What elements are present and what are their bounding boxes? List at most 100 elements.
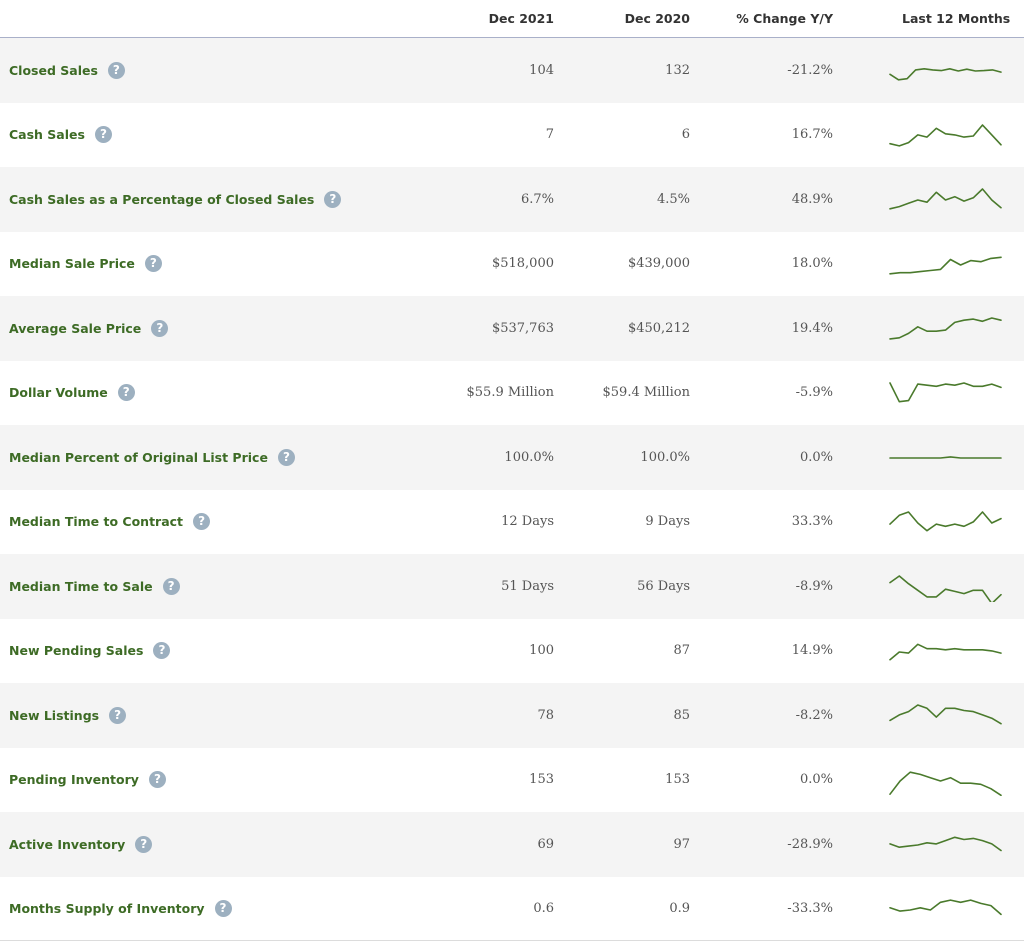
- sparkline-line: [889, 68, 1002, 81]
- metric-name: Cash Sales: [9, 127, 85, 143]
- metric-label: Pending Inventory?: [9, 748, 166, 813]
- metric-name: Pending Inventory: [9, 772, 139, 788]
- sparkline-line: [889, 510, 1002, 532]
- sparkline-line: [889, 256, 1002, 275]
- metric-name: Median Percent of Original List Price: [9, 449, 268, 465]
- metric-label: Median Time to Sale?: [9, 554, 180, 619]
- metric-name: New Listings: [9, 707, 100, 723]
- metric-name: New Pending Sales: [9, 643, 144, 659]
- metric-name: Active Inventory: [9, 836, 126, 852]
- sparkline-line: [889, 770, 1002, 796]
- percent-change-value: -28.9%: [787, 836, 833, 852]
- metric-label: Median Sale Price?: [9, 232, 162, 297]
- metric-label: Median Percent of Original List Price?: [9, 425, 295, 490]
- percent-change-value: 33.3%: [791, 514, 833, 530]
- help-icon[interactable]: ?: [135, 835, 153, 853]
- table-bottom-divider: [0, 940, 1024, 941]
- help-icon[interactable]: ?: [277, 448, 295, 466]
- sparkline-line: [889, 123, 1002, 147]
- metric-name: Median Time to Sale: [9, 578, 153, 594]
- table-row: Months Supply of Inventory? 0.6 0.9 -33.3%: [0, 876, 1024, 942]
- metric-name: Median Time to Contract: [9, 514, 184, 530]
- sparkline-line: [889, 898, 1002, 915]
- help-icon[interactable]: ?: [151, 319, 169, 337]
- header-percent-change: % Change Y/Y: [736, 11, 833, 26]
- prior-value: 6: [681, 127, 690, 143]
- sparkline-line: [889, 381, 1002, 403]
- prior-value: 56 Days: [637, 578, 690, 594]
- current-value: 100.0%: [504, 449, 554, 465]
- metric-name: Average Sale Price: [9, 320, 142, 336]
- current-value: $55.9 Million: [466, 385, 555, 401]
- current-value: 0.6: [533, 901, 554, 917]
- prior-value: $450,212: [627, 320, 690, 336]
- sparkline-chart: [889, 456, 1002, 459]
- prior-value: 87: [673, 643, 690, 659]
- prior-value: $439,000: [627, 256, 690, 272]
- percent-change-value: 18.0%: [791, 256, 833, 272]
- table-body: Closed Sales? 104 132 -21.2% Cash Sales? 7 6 16…: [0, 38, 1024, 941]
- percent-change-value: 48.9%: [791, 191, 833, 207]
- help-icon[interactable]: ?: [117, 384, 135, 402]
- metric-label: Average Sale Price?: [9, 296, 169, 361]
- help-icon[interactable]: ?: [94, 126, 112, 144]
- percent-change-value: -5.9%: [795, 385, 833, 401]
- help-icon[interactable]: ?: [144, 255, 162, 273]
- current-value: 6.7%: [520, 191, 554, 207]
- sparkline-line: [889, 836, 1002, 852]
- prior-value: 85: [673, 707, 690, 723]
- prior-value: 100.0%: [640, 449, 690, 465]
- prior-value: 4.5%: [656, 191, 690, 207]
- sparkline-chart: [889, 898, 1002, 915]
- sparkline-chart: [889, 575, 1002, 602]
- metric-label: Closed Sales?: [9, 38, 125, 103]
- sparkline-chart: [889, 643, 1002, 661]
- metric-name: Months Supply of Inventory: [9, 901, 205, 917]
- help-icon[interactable]: ?: [162, 577, 180, 595]
- current-value: 12 Days: [501, 514, 554, 530]
- metric-name: Closed Sales: [9, 62, 98, 78]
- prior-value: 9 Days: [645, 514, 690, 530]
- percent-change-value: -8.2%: [795, 707, 833, 723]
- help-icon[interactable]: ?: [193, 513, 211, 531]
- current-value: 100: [529, 643, 554, 659]
- percent-change-value: 19.4%: [791, 320, 833, 336]
- metric-name: Median Sale Price: [9, 256, 135, 272]
- table-row: Pending Inventory? 153 153 0.0%: [0, 747, 1024, 813]
- metric-label: Cash Sales?: [9, 103, 112, 168]
- table-row: Average Sale Price? $537,763 $450,212 19.4%: [0, 296, 1024, 361]
- sparkline-chart: [889, 256, 1002, 275]
- help-icon[interactable]: ?: [107, 61, 125, 79]
- metric-name: Dollar Volume: [9, 385, 108, 401]
- percent-change-value: -33.3%: [787, 901, 833, 917]
- current-value: 51 Days: [501, 578, 554, 594]
- metric-label: Months Supply of Inventory?: [9, 877, 232, 942]
- help-icon[interactable]: ?: [153, 642, 171, 660]
- help-icon[interactable]: ?: [214, 900, 232, 918]
- sparkline-line: [889, 575, 1002, 602]
- sparkline-chart: [889, 770, 1002, 796]
- sparkline-chart: [889, 704, 1002, 725]
- sparkline-chart: [889, 836, 1002, 852]
- table-header: Dec 2021 Dec 2020 % Change Y/Y Last 12 M…: [0, 0, 1024, 38]
- current-value: 69: [537, 836, 554, 852]
- prior-value: 153: [665, 772, 690, 788]
- percent-change-value: 14.9%: [791, 643, 833, 659]
- metric-label: Dollar Volume?: [9, 361, 135, 426]
- sparkline-chart: [889, 68, 1002, 81]
- help-icon[interactable]: ?: [148, 771, 166, 789]
- sparkline-chart: [889, 123, 1002, 147]
- header-prior-period: Dec 2020: [624, 11, 690, 26]
- table-row: Median Sale Price? $518,000 $439,000 18.0%: [0, 231, 1024, 297]
- table-row: New Pending Sales? 100 87 14.9%: [0, 618, 1024, 683]
- sparkline-line: [889, 704, 1002, 725]
- help-icon[interactable]: ?: [109, 706, 127, 724]
- table-row: Median Percent of Original List Price? 10…: [0, 425, 1024, 490]
- table-row: New Listings? 78 85 -8.2%: [0, 683, 1024, 748]
- help-icon[interactable]: ?: [324, 190, 342, 208]
- current-value: 153: [529, 772, 554, 788]
- sparkline-line: [889, 188, 1002, 210]
- table-row: Closed Sales? 104 132 -21.2%: [0, 38, 1024, 103]
- header-current-period: Dec 2021: [488, 11, 554, 26]
- table-row: Active Inventory? 69 97 -28.9%: [0, 812, 1024, 877]
